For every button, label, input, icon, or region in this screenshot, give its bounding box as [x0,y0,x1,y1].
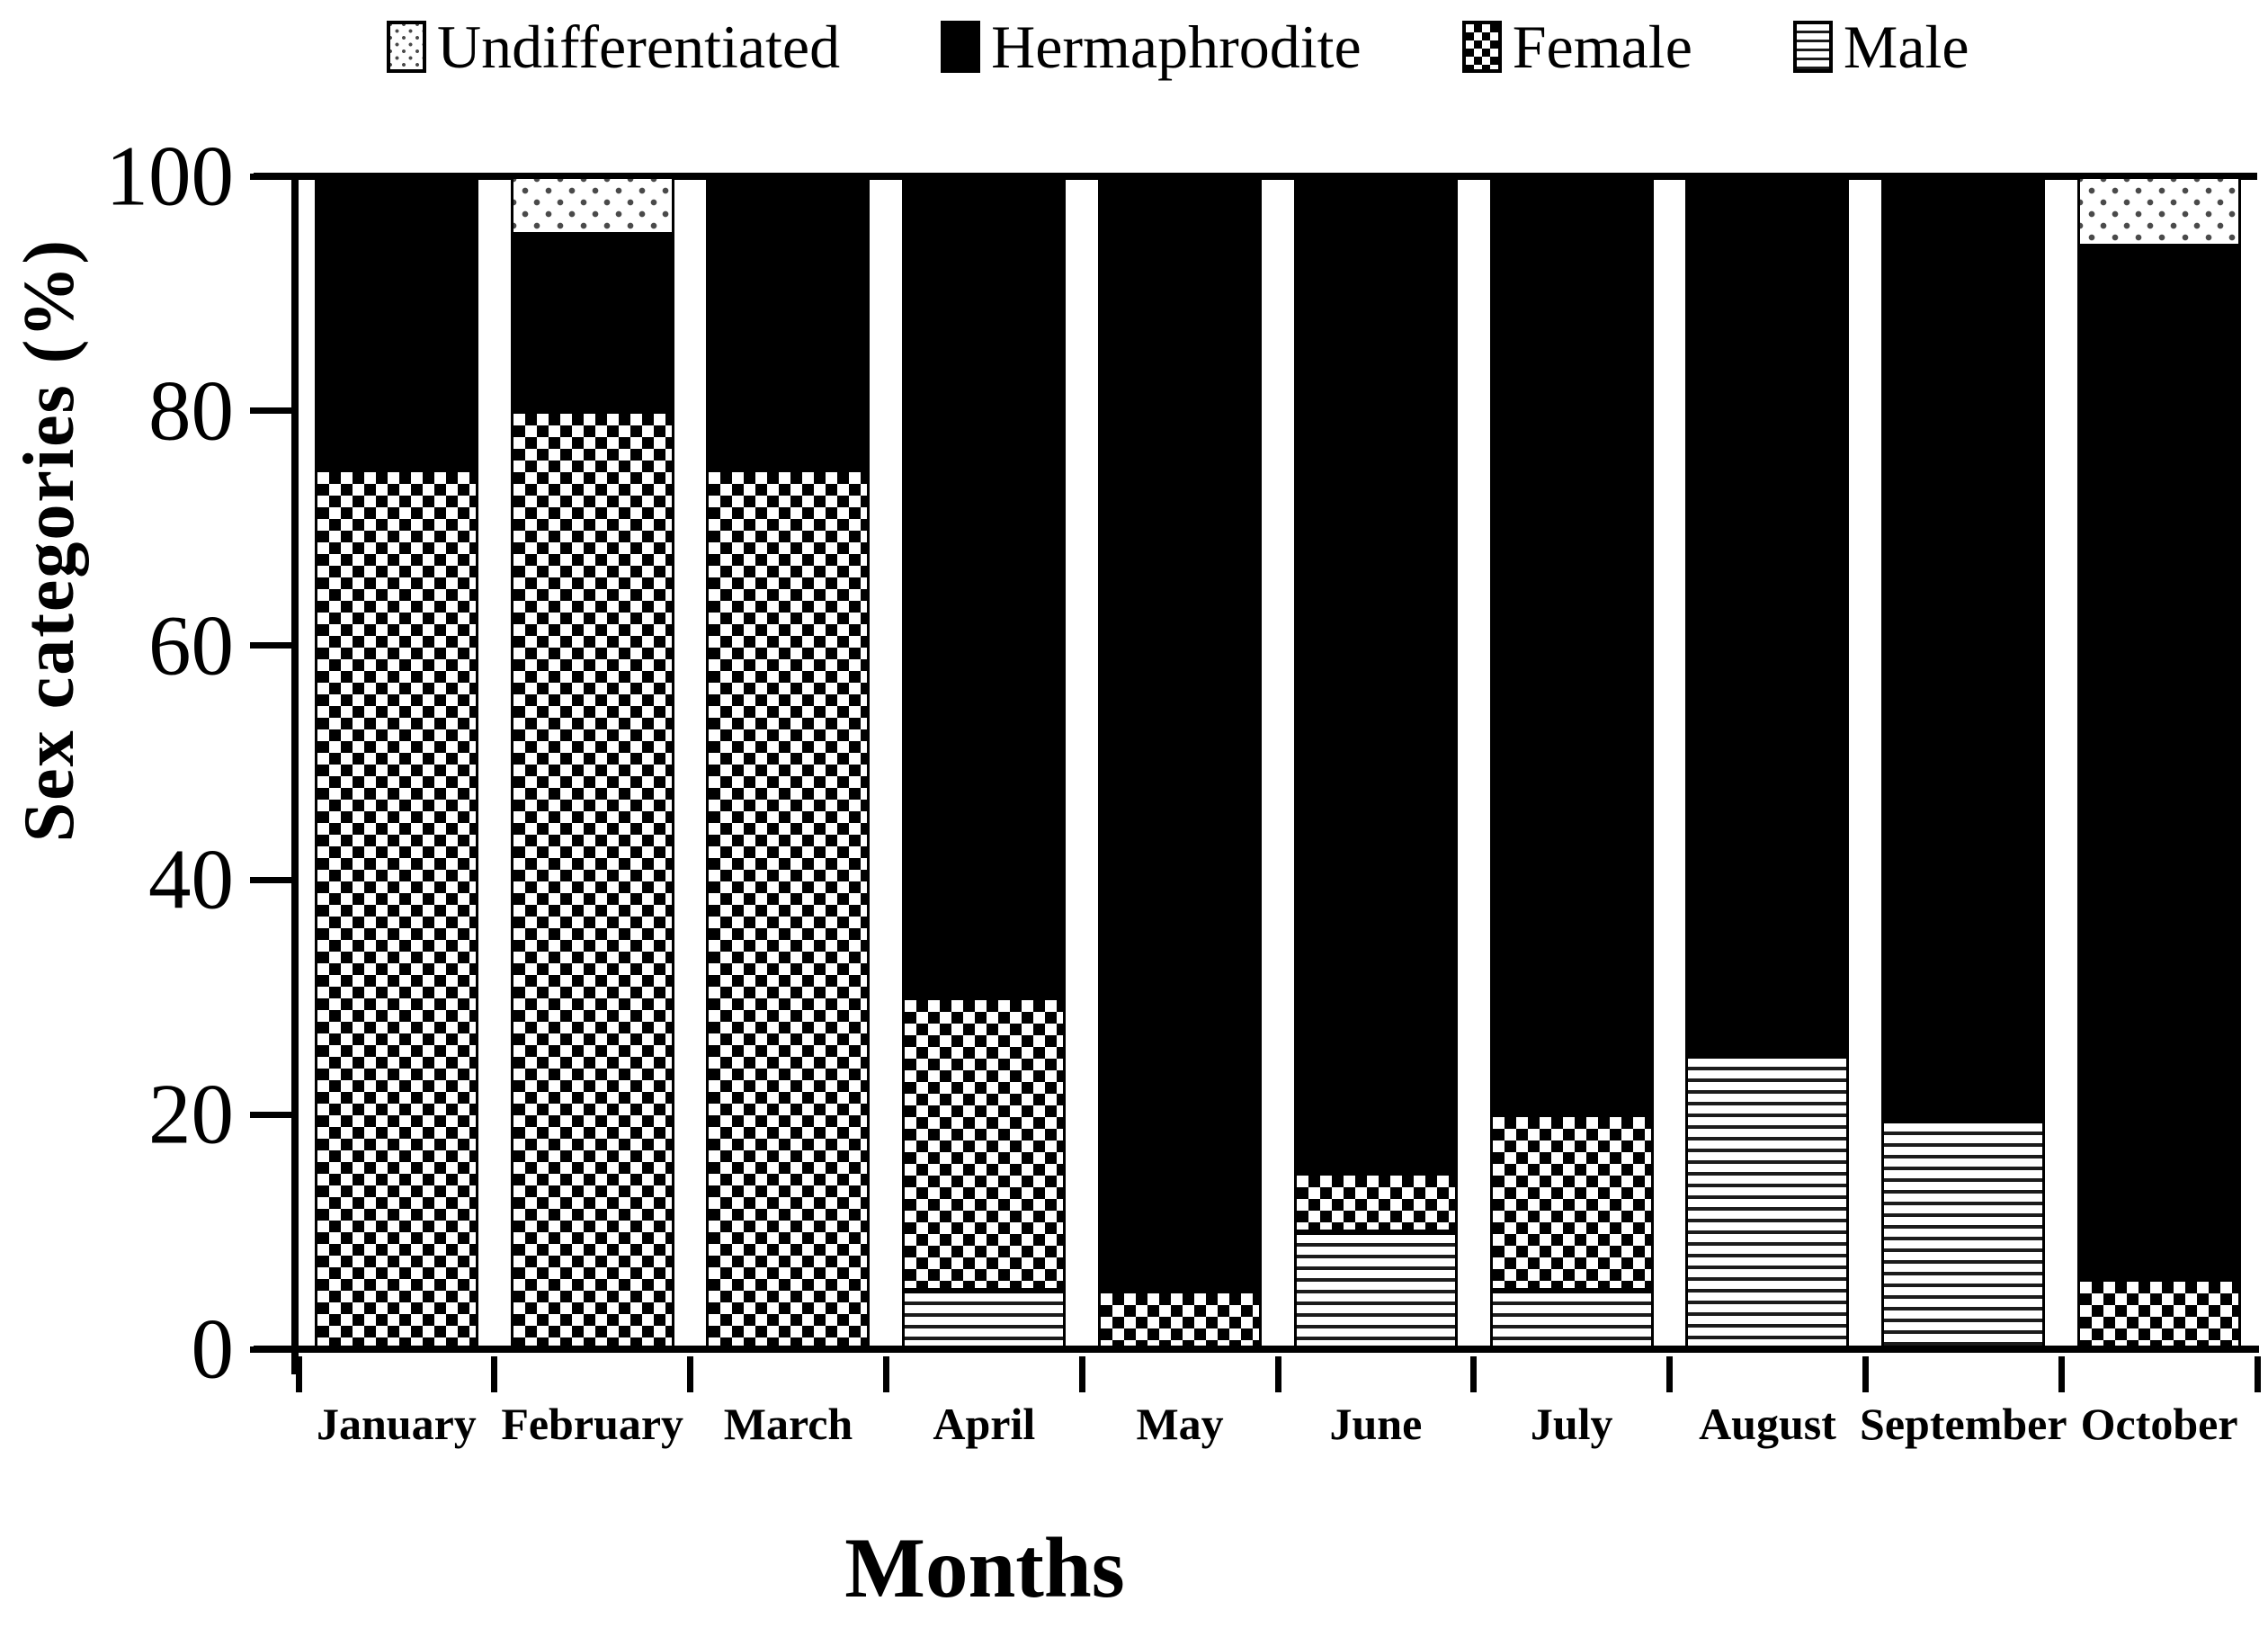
legend-label: Male [1843,13,1969,81]
bar-segment-male [1685,1056,1850,1349]
bar-segment-female [314,470,478,1349]
stacked-bar-february [510,176,674,1349]
stacked-bar-may [1098,176,1263,1349]
x-tick-1 [491,1356,498,1392]
x-tick-10 [2254,1356,2261,1392]
stacked-bar-january [314,176,478,1349]
y-tick-20 [250,1111,291,1118]
x-category-label-february: February [501,1399,684,1449]
x-category-label-august: August [1699,1399,1836,1449]
bar-segment-female [706,470,871,1349]
y-tick-label-100: 100 [105,128,235,224]
legend-swatch-dots-icon [387,21,426,73]
bar-slot-february [495,176,691,1349]
x-tick-5 [1274,1356,1281,1392]
y-tick-label-80: 80 [148,362,234,459]
bar-segment-hermaphrodite [1489,176,1654,1115]
bar-slot-may [1082,176,1278,1349]
y-tick-label-40: 40 [148,831,234,927]
stacked-bar-august [1685,176,1850,1349]
x-category-label-october: October [2080,1399,2238,1449]
bar-segment-hermaphrodite [510,235,674,411]
legend-item-hermaphrodite: Hermaphrodite [941,16,1362,77]
bar-slot-october [2061,176,2257,1349]
bar-segment-female [1489,1114,1654,1291]
bar-slot-april [886,176,1082,1349]
bar-segment-hermaphrodite [1881,176,2046,1121]
bar-segment-undifferentiated [510,176,674,236]
legend-label: Female [1512,13,1692,81]
x-category-label-september: September [1860,1399,2067,1449]
x-category-label-july: July [1530,1399,1613,1449]
legend-item-undifferentiated: Undifferentiated [387,16,840,77]
x-axis-line [254,1346,2259,1353]
bar-slot-september [1865,176,2061,1349]
bar-segment-hermaphrodite [706,176,871,470]
y-tick-40 [250,876,291,883]
bar-segment-male [902,1290,1067,1349]
y-tick-60 [250,642,291,649]
stacked-bar-september [1881,176,2046,1349]
bar-segment-female [902,997,1067,1291]
bar-segment-male [1489,1290,1654,1349]
x-category-label-march: March [723,1399,853,1449]
y-tick-100 [250,173,291,180]
x-tick-2 [687,1356,694,1392]
y-tick-0 [250,1346,291,1353]
stacked-bar-june [1293,176,1458,1349]
bar-slot-august [1670,176,1866,1349]
x-tick-7 [1666,1356,1674,1392]
bar-segment-female [2077,1278,2242,1349]
bar-segment-male [1293,1231,1458,1349]
bar-segment-female [510,410,674,1349]
bar-segment-hermaphrodite [1098,176,1263,1291]
bar-segment-hermaphrodite [902,176,1067,997]
bar-segment-hermaphrodite [1293,176,1458,1174]
y-axis-title: Sex categories (%) [10,238,89,843]
bar-segment-female [1293,1173,1458,1232]
y-axis-line [291,173,299,1374]
x-tick-0 [295,1356,302,1392]
legend-swatch-checkerboard-icon [1461,21,1502,73]
y-tick-label-60: 60 [148,597,234,693]
stacked-bar-april [902,176,1067,1349]
y-tick-80 [250,407,291,415]
x-category-label-january: January [316,1399,477,1449]
bar-slot-march [691,176,887,1349]
stacked-bar-october [2077,176,2242,1349]
plot-top-border [254,173,2257,180]
bar-segment-undifferentiated [2077,176,2242,247]
legend: Undifferentiated Hermaphrodite Female Male [387,16,1969,77]
x-axis-title: Months [844,1520,1125,1615]
x-tick-6 [1470,1356,1478,1392]
bar-slot-july [1474,176,1670,1349]
plot-area: 0 20 40 60 80 100 January February March April May… [106,133,2261,1446]
bar-segment-hermaphrodite [2077,246,2242,1279]
bar-segment-female [1098,1290,1263,1349]
bar-segment-hermaphrodite [314,176,478,470]
bars-container [299,176,2257,1349]
y-tick-label-20: 20 [148,1066,234,1162]
y-tick-label-0: 0 [191,1301,235,1397]
x-tick-8 [1862,1356,1869,1392]
bar-segment-male [1881,1120,2046,1349]
x-category-label-april: April [933,1399,1036,1449]
bar-slot-june [1278,176,1474,1349]
bar-slot-january [299,176,495,1349]
bar-segment-hermaphrodite [1685,176,1850,1056]
x-tick-3 [882,1356,889,1392]
x-tick-4 [1078,1356,1085,1392]
legend-label: Undifferentiated [437,13,841,81]
legend-label: Hermaphrodite [991,13,1362,81]
x-category-label-june: June [1329,1399,1423,1449]
stacked-bar-july [1489,176,1654,1349]
legend-item-female: Female [1461,13,1692,81]
legend-swatch-solid-black-icon [941,21,981,73]
x-tick-9 [2058,1356,2065,1392]
legend-swatch-horizontal-stripes-icon [1792,21,1833,73]
stacked-bar-march [706,176,871,1349]
legend-item-male: Male [1792,13,1969,81]
x-category-label-may: May [1136,1399,1224,1449]
